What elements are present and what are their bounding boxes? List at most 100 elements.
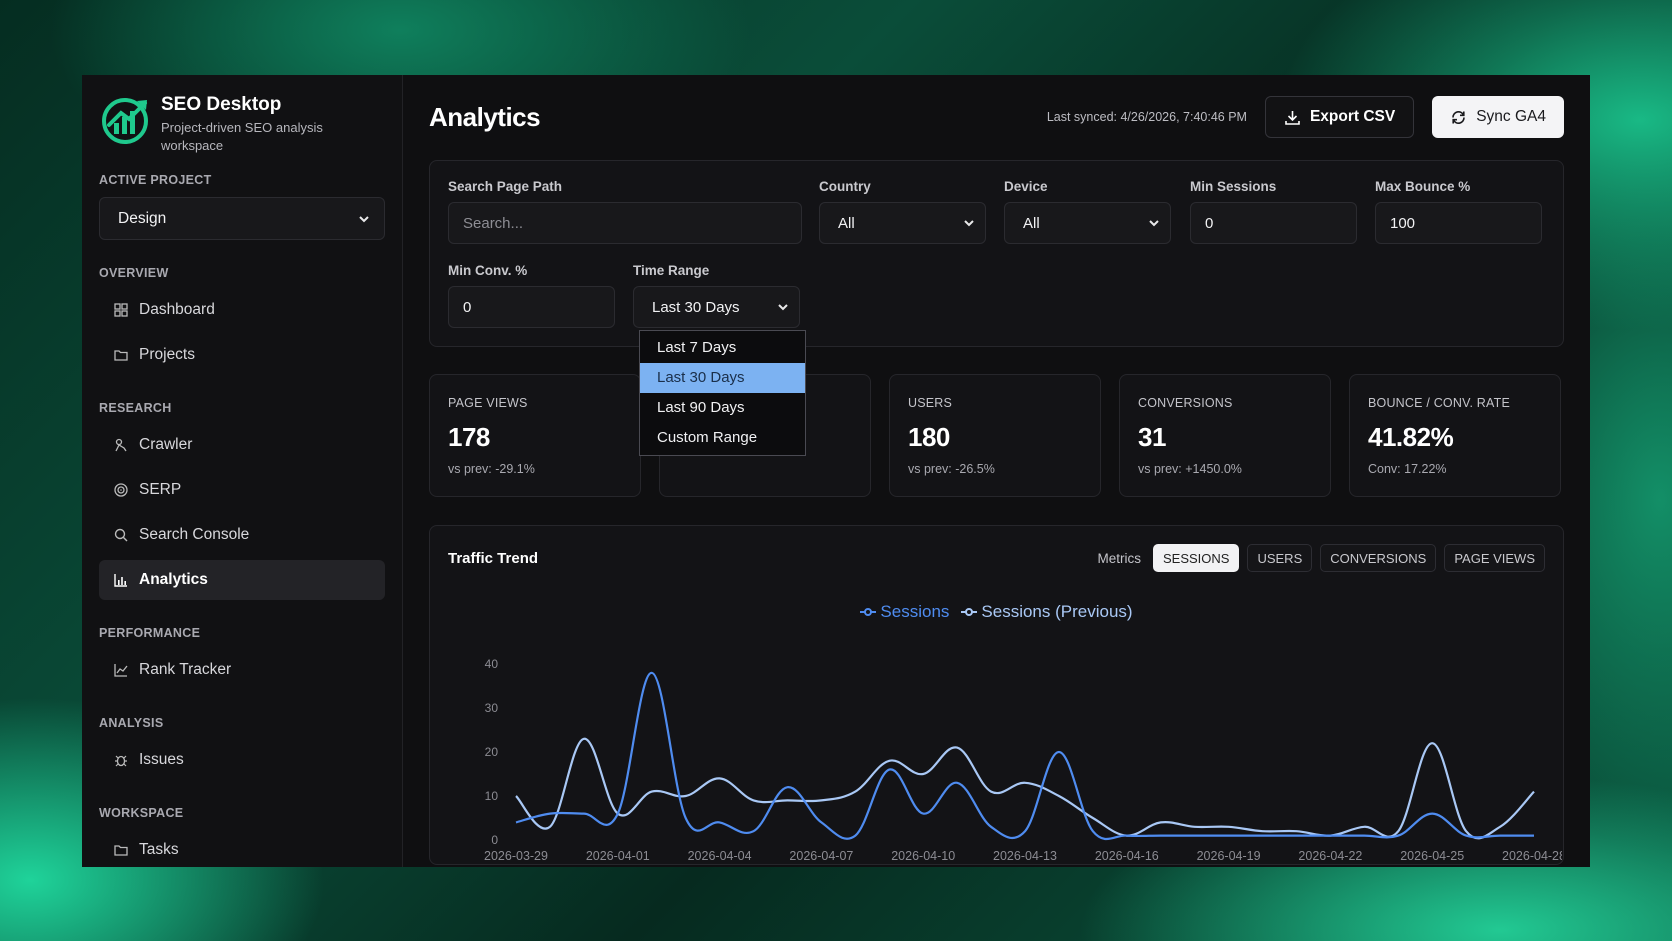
nav-group-workspace: WORKSPACE Tasks (99, 806, 385, 867)
sidebar-item-serp[interactable]: SERP (99, 470, 385, 510)
sidebar-item-dashboard[interactable]: Dashboard (99, 290, 385, 330)
project-select-value: Design (118, 209, 167, 227)
time-range-label: Time Range (633, 263, 710, 278)
y-tick-label: 10 (485, 789, 499, 803)
y-tick-label: 30 (485, 701, 499, 715)
sidebar-item-issues[interactable]: Issues (99, 740, 385, 780)
y-tick-label: 0 (491, 833, 498, 847)
refresh-icon (1452, 110, 1466, 124)
x-tick-label: 2026-04-22 (1298, 849, 1362, 863)
tab-sessions[interactable]: SESSIONS (1152, 544, 1240, 572)
chevron-down-icon (359, 215, 369, 222)
path-filter-label: Search Page Path (448, 179, 563, 194)
nav-group-overview: OVERVIEW Dashboard Projects (99, 266, 385, 375)
tab-page-views[interactable]: PAGE VIEWS (1444, 544, 1545, 572)
device-select-value: All (1023, 214, 1040, 232)
stat-card-conversions: CONVERSIONS 31 vs prev: +1450.0% (1119, 374, 1331, 497)
stat-sub: vs prev: +1450.0% (1138, 462, 1242, 476)
app-name: SEO Desktop (161, 94, 282, 115)
sidebar-item-crawler[interactable]: Crawler (99, 425, 385, 465)
legend-label: Sessions (Previous) (981, 602, 1133, 621)
nav-group-label: RESEARCH (99, 401, 172, 415)
metrics-label: Metrics (1097, 550, 1141, 566)
sync-ga4-button[interactable]: Sync GA4 (1432, 96, 1564, 138)
sidebar-item-analytics[interactable]: Analytics (99, 560, 385, 600)
stat-label: BOUNCE / CONV. RATE (1368, 396, 1511, 410)
sidebar-item-label: Crawler (139, 436, 193, 453)
chart-legend: Sessions Sessions (Previous) (430, 602, 1563, 622)
topbar: Analytics Last synced: 4/26/2026, 7:40:4… (429, 95, 1564, 139)
folder-icon (113, 347, 129, 363)
stat-value: 41.82% (1368, 422, 1454, 452)
project-select[interactable]: Design (99, 197, 385, 240)
brand: SEO Desktop Project-driven SEO analysis … (99, 93, 385, 155)
time-range-option[interactable]: Last 90 Days (657, 399, 745, 416)
country-select-value: All (838, 214, 855, 232)
time-range-select[interactable]: Last 30 Days (633, 286, 800, 328)
main-content: Analytics Last synced: 4/26/2026, 7:40:4… (403, 75, 1590, 867)
sidebar-item-label: Issues (139, 751, 184, 768)
time-range-filter: Time Range Last 30 Days (633, 263, 800, 328)
stat-card-page-views: PAGE VIEWS 178 vs prev: -29.1% (429, 374, 641, 497)
series-line-sessions[interactable] (515, 671, 1535, 841)
time-range-select-value: Last 30 Days (652, 298, 740, 316)
legend-item-sessions-previous[interactable]: Sessions (Previous) (961, 602, 1133, 622)
stat-value: 31 (1138, 422, 1166, 452)
time-range-option[interactable]: Last 30 Days (640, 363, 805, 393)
stat-label: USERS (908, 396, 953, 410)
sidebar-item-label: Tasks (139, 841, 179, 858)
active-project-label: ACTIVE PROJECT (99, 173, 212, 187)
nav-group-label: OVERVIEW (99, 266, 169, 280)
nav-group-performance: PERFORMANCE Rank Tracker (99, 626, 385, 690)
app-subtitle: Project-driven SEO analysis workspace (161, 120, 323, 153)
time-range-option[interactable]: Custom Range (657, 429, 758, 446)
sidebar-item-label: Analytics (139, 571, 208, 588)
x-tick-label: 2026-04-28 (1502, 849, 1562, 863)
tab-users[interactable]: USERS (1247, 544, 1313, 572)
sidebar-item-search-console[interactable]: Search Console (99, 515, 385, 555)
stat-label: PAGE VIEWS (448, 396, 528, 410)
x-tick-label: 2026-04-10 (891, 849, 955, 863)
stat-value: 180 (908, 422, 950, 452)
time-range-option[interactable]: Last 7 Days (657, 339, 737, 356)
x-tick-label: 2026-04-04 (688, 849, 752, 863)
legend-item-sessions[interactable]: Sessions (860, 602, 949, 622)
nav-group-label: ANALYSIS (99, 716, 164, 730)
chevron-down-icon (964, 220, 974, 227)
traffic-trend-chart: 0 10 20 30 40 2026-03-29 2026-04-01 2026-04-04 2… (484, 657, 1562, 863)
stat-sub: vs prev: -26.5% (908, 462, 995, 476)
export-csv-button[interactable]: Export CSV (1264, 96, 1415, 138)
path-filter: Search Page Path Search... (448, 179, 802, 244)
legend-line-icon (860, 608, 877, 616)
spider-icon (113, 437, 129, 453)
x-tick-label: 2026-04-07 (789, 849, 853, 863)
device-filter: Device All (1004, 179, 1171, 244)
page-title: Analytics (429, 101, 541, 132)
stat-card-bounce-conv: BOUNCE / CONV. RATE 41.82% Conv: 17.22% (1349, 374, 1561, 497)
download-icon (1285, 110, 1300, 125)
legend-label: Sessions (880, 602, 950, 621)
nav-group-label: WORKSPACE (99, 806, 184, 820)
sidebar-item-projects[interactable]: Projects (99, 335, 385, 375)
seo-logo-icon (102, 98, 148, 144)
country-filter: Country All (819, 179, 986, 244)
sidebar-item-label: SERP (139, 481, 182, 498)
device-select[interactable]: All (1004, 202, 1171, 244)
min-conv-input[interactable]: 0 (448, 286, 615, 328)
tab-conversions[interactable]: CONVERSIONS (1320, 544, 1437, 572)
sidebar-item-tasks[interactable]: Tasks (99, 830, 385, 867)
traffic-trend-panel: Traffic Trend Metrics SESSIONS USERS CON… (429, 525, 1564, 865)
country-select[interactable]: All (819, 202, 986, 244)
stat-sub: Conv: 17.22% (1368, 462, 1447, 476)
sidebar-item-rank-tracker[interactable]: Rank Tracker (99, 650, 385, 690)
min-sessions-input[interactable]: 0 (1190, 202, 1357, 244)
target-icon (113, 482, 129, 498)
max-bounce-input[interactable]: 100 (1375, 202, 1542, 244)
series-line-sessions-previous[interactable] (515, 737, 1535, 840)
search-path-input[interactable]: Search... (448, 202, 802, 244)
y-tick-label: 20 (485, 745, 499, 759)
min-sessions-label: Min Sessions (1190, 179, 1277, 194)
stat-card-users: USERS 180 vs prev: -26.5% (889, 374, 1101, 497)
bar-chart-icon (113, 572, 129, 588)
stat-value: 178 (448, 422, 490, 452)
